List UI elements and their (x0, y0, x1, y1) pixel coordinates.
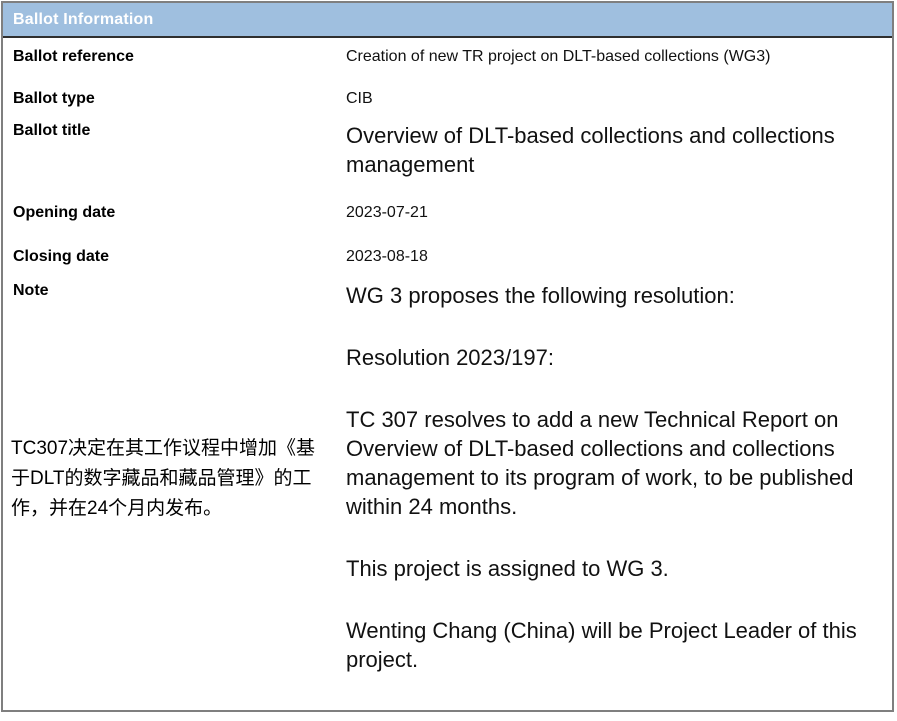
ballot-type-label: Ballot type (13, 90, 95, 107)
row-ballot-type: Ballot type CIB (3, 67, 892, 109)
ballot-title-value: Overview of DLT-based collections and co… (346, 123, 835, 177)
row-note: Note TC307决定在其工作议程中增加《基于DLT的数字藏品和藏品管理》的工… (3, 267, 892, 674)
table-body: Ballot reference Creation of new TR proj… (3, 38, 892, 674)
opening-date-label: Opening date (13, 204, 116, 221)
note-paragraph: Resolution 2023/197: (346, 345, 554, 370)
note-paragraph: Wenting Chang (China) will be Project Le… (346, 618, 857, 672)
closing-date-label: Closing date (13, 248, 110, 265)
row-closing-date: Closing date 2023-08-18 (3, 223, 892, 267)
note-value: WG 3 proposes the following resolution: … (346, 281, 868, 674)
ballot-type-value: CIB (346, 90, 373, 107)
row-opening-date: Opening date 2023-07-21 (3, 179, 892, 223)
ballot-reference-label: Ballot reference (13, 48, 134, 65)
ballot-reference-value: Creation of new TR project on DLT-based … (346, 48, 771, 65)
ballot-title-label: Ballot title (13, 122, 91, 139)
note-label: Note (13, 282, 49, 299)
table-header: Ballot Information (3, 3, 892, 38)
row-ballot-title: Ballot title Overview of DLT-based colle… (3, 109, 892, 179)
note-paragraph: TC 307 resolves to add a new Technical R… (346, 407, 854, 519)
table-header-title: Ballot Information (13, 10, 154, 28)
note-annotation-chinese: TC307决定在其工作议程中增加《基于DLT的数字藏品和藏品管理》的工作，并在2… (11, 438, 316, 519)
note-paragraph: WG 3 proposes the following resolution: (346, 283, 735, 308)
row-ballot-reference: Ballot reference Creation of new TR proj… (3, 38, 892, 67)
closing-date-value: 2023-08-18 (346, 248, 428, 265)
note-paragraph: This project is assigned to WG 3. (346, 556, 669, 581)
note-label-cell: Note TC307决定在其工作议程中增加《基于DLT的数字藏品和藏品管理》的工… (11, 281, 346, 674)
opening-date-value: 2023-07-21 (346, 204, 428, 221)
